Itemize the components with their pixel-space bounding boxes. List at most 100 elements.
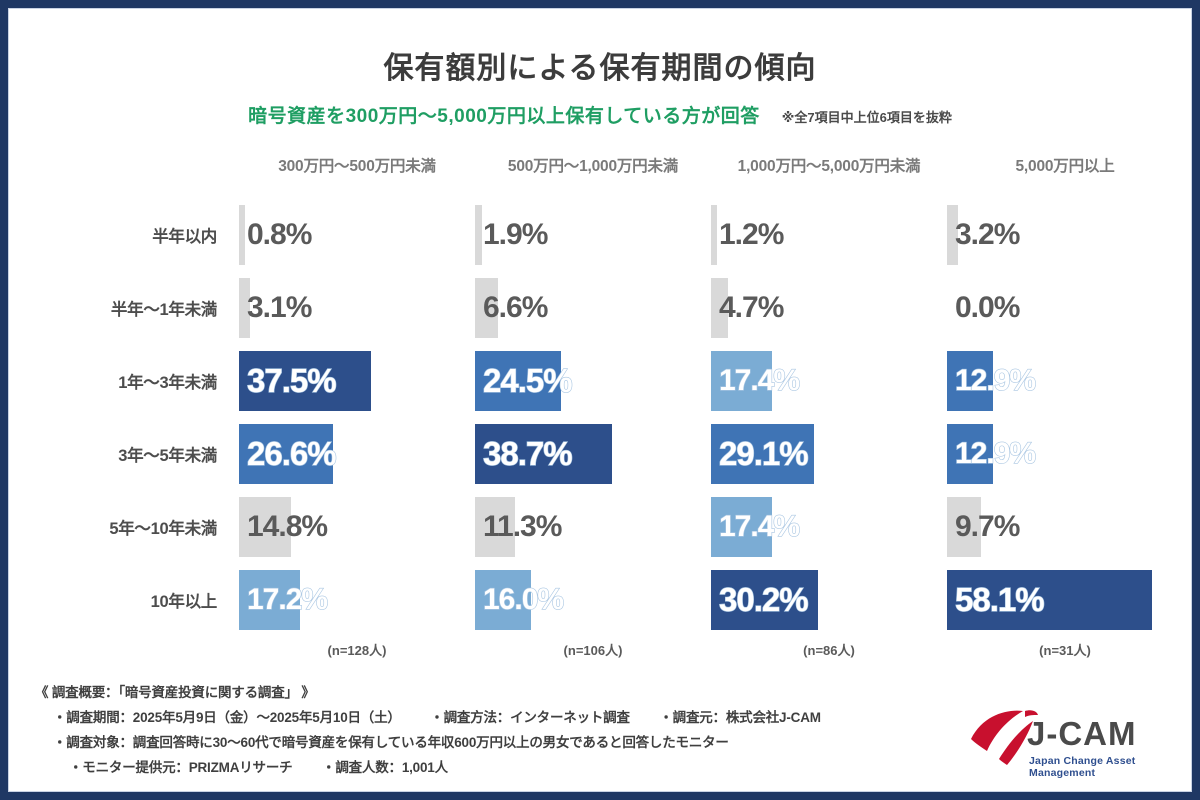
row-label-5: 10年以上: [150, 592, 218, 611]
bar-cell: 3.1%: [239, 271, 475, 344]
bar-value-label: 1.9%: [483, 217, 548, 251]
bar: [475, 423, 612, 484]
survey-source: ・調査元：株式会社J-CAM: [659, 710, 821, 726]
bar-value-label: 0.0%: [955, 290, 1020, 324]
column-header-3: 5,000万円以上: [1015, 158, 1115, 175]
chart-row: 5年〜10年未満 14.8% 11.3% 17.4% 9.7%: [27, 490, 1191, 563]
survey-method: ・調査方法：インターネット調査: [430, 710, 630, 726]
bar-value-label: 17.2%: [246, 582, 328, 616]
bar-cell: 11.3%: [475, 490, 711, 563]
bar-cell: 17.4%: [711, 490, 947, 563]
column-header-2: 1,000万円〜5,000万円未満: [737, 158, 921, 175]
survey-target: ・調査対象：調査回答時に30〜60代で暗号資産を保有している年収600万円以上の…: [53, 735, 729, 751]
row-label-3: 3年〜5年未満: [118, 446, 217, 465]
bar-value-label: 3.2%: [955, 217, 1020, 251]
bar-value-label: 9.7%: [955, 509, 1020, 543]
bar: [239, 423, 333, 484]
survey-footer: 《 調査概要：「暗号資産投資に関する調査」 》 ・調査期間：2025年5月9日（…: [9, 681, 1191, 781]
sample-size-2: (n=86人): [803, 643, 855, 658]
sample-size-1: (n=106人): [563, 643, 623, 658]
logo-tagline: Japan Change Asset Management: [1029, 755, 1136, 779]
bar-cell: 17.4%: [711, 344, 947, 417]
bar: [711, 496, 773, 557]
bar-value-label: 3.1%: [247, 290, 312, 324]
bar-value-label: 11.3%: [483, 509, 562, 543]
bar-value-label: 38.7%: [482, 435, 573, 472]
row-label-0: 半年以内: [152, 227, 217, 246]
bar-value-label: 17.4%: [718, 509, 800, 543]
bar: [947, 350, 993, 411]
column-header-0: 300万円〜500万円未満: [278, 158, 436, 175]
bar-cell: 37.5%: [239, 344, 475, 417]
row-label-4: 5年〜10年未満: [109, 519, 217, 538]
bar: [711, 423, 814, 484]
bar-cell: 0.0%: [947, 271, 1183, 344]
respondent-count: ・調査人数：1,001人: [322, 760, 448, 776]
bar-value-label: 1.2%: [719, 217, 784, 251]
page-title: 保有額別による保有期間の傾向: [383, 52, 817, 85]
chart-row: 半年〜1年未満 3.1% 6.6% 4.7% 0.0%: [27, 271, 1191, 344]
bar-value-label: 24.5%: [482, 362, 573, 399]
chart-rows: 半年以内 0.8% 1.9% 1.2% 3.2% 半年〜1年未満 3.1% 6.6% 4.7% 0…: [27, 198, 1191, 636]
bar-value-label: 30.2%: [718, 581, 809, 618]
bar: [947, 423, 993, 484]
jcam-swoosh-icon: [971, 710, 1038, 765]
bar: [475, 204, 482, 265]
bar: [475, 496, 515, 557]
bar-cell: 9.7%: [947, 490, 1183, 563]
bar-cell: 1.2%: [711, 198, 947, 271]
bar: [711, 204, 717, 265]
bar-value-label: 26.6%: [246, 435, 337, 472]
bar-cell: 38.7%: [475, 417, 711, 490]
chart-row: 半年以内 0.8% 1.9% 1.2% 3.2%: [27, 198, 1191, 271]
bar-value-label: 0.8%: [247, 217, 312, 251]
bar-cell: 12.9%: [947, 344, 1183, 417]
row-label-1: 半年〜1年未満: [110, 300, 217, 319]
bar: [711, 569, 818, 630]
bar: [947, 496, 982, 557]
bar-cell: 17.2%: [239, 563, 475, 636]
bar: [475, 569, 532, 630]
poster-frame: 保有額別による保有期間の傾向 暗号資産を300万円〜5,000万円以上保有してい…: [8, 8, 1192, 792]
footer-line-2: ・調査期間：2025年5月9日（金）〜2025年5月10日（土） ・調査方法：イ…: [35, 706, 1165, 731]
monitor-provider: ・モニター提供元：PRIZMAリサーチ: [69, 760, 293, 776]
bar: [947, 569, 1152, 630]
chart-row: 3年〜5年未満 26.6% 38.7% 29.1% 12.9%: [27, 417, 1191, 490]
bar-cell: 4.7%: [711, 271, 947, 344]
sample-size-row: (n=128人) (n=106人) (n=86人) (n=31人): [27, 640, 1191, 659]
bar-value-label: 16.0%: [482, 582, 564, 616]
bar-value-label: 29.1%: [718, 435, 809, 472]
chart-row: 1年〜3年未満 37.5% 24.5% 17.4% 12.9%: [27, 344, 1191, 417]
bar: [239, 569, 300, 630]
bar-value-label: 12.9%: [954, 436, 1036, 470]
sample-size-0: (n=128人): [327, 643, 387, 658]
bar: [947, 204, 959, 265]
column-header-row: 300万円〜500万円未満 500万円〜1,000万円未満 1,000万円〜5,…: [27, 154, 1191, 176]
column-header-1: 500万円〜1,000万円未満: [507, 158, 679, 175]
bar-cell: 14.8%: [239, 490, 475, 563]
footer-line-3: ・調査対象：調査回答時に30〜60代で暗号資産を保有している年収600万円以上の…: [35, 731, 1165, 756]
bar-cell: 3.2%: [947, 198, 1183, 271]
jcam-logo: J-CAM Japan Change Asset Management: [969, 703, 1169, 779]
survey-period: ・調査期間：2025年5月9日（金）〜2025年5月10日（土）: [53, 710, 401, 726]
footer-line-4: ・モニター提供元：PRIZMAリサーチ ・調査人数：1,001人: [35, 756, 1165, 781]
bar: [239, 350, 372, 411]
bar: [475, 277, 499, 338]
bar-cell: 26.6%: [239, 417, 475, 490]
footer-heading: 《 調査概要：「暗号資産投資に関する調査」 》: [35, 685, 315, 701]
bar-value-label: 12.9%: [954, 363, 1036, 397]
extraction-note: ※全7項目中上位6項目を抜粋: [781, 110, 952, 125]
bar-value-label: 4.7%: [719, 290, 784, 324]
bar-value-label: 17.4%: [718, 363, 800, 397]
page-subtitle: 暗号資産を300万円〜5,000万円以上保有している方が回答: [248, 106, 760, 127]
bar-value-label: 58.1%: [954, 581, 1045, 618]
bar-cell: 58.1%: [947, 563, 1183, 636]
subtitle-row: 暗号資産を300万円〜5,000万円以上保有している方が回答 ※全7項目中上位6…: [9, 101, 1191, 128]
bar-cell: 24.5%: [475, 344, 711, 417]
bar: [239, 496, 292, 557]
bar: [711, 350, 773, 411]
bar: [711, 277, 728, 338]
bar-cell: 16.0%: [475, 563, 711, 636]
bar-cell: 6.6%: [475, 271, 711, 344]
bar: [239, 277, 250, 338]
